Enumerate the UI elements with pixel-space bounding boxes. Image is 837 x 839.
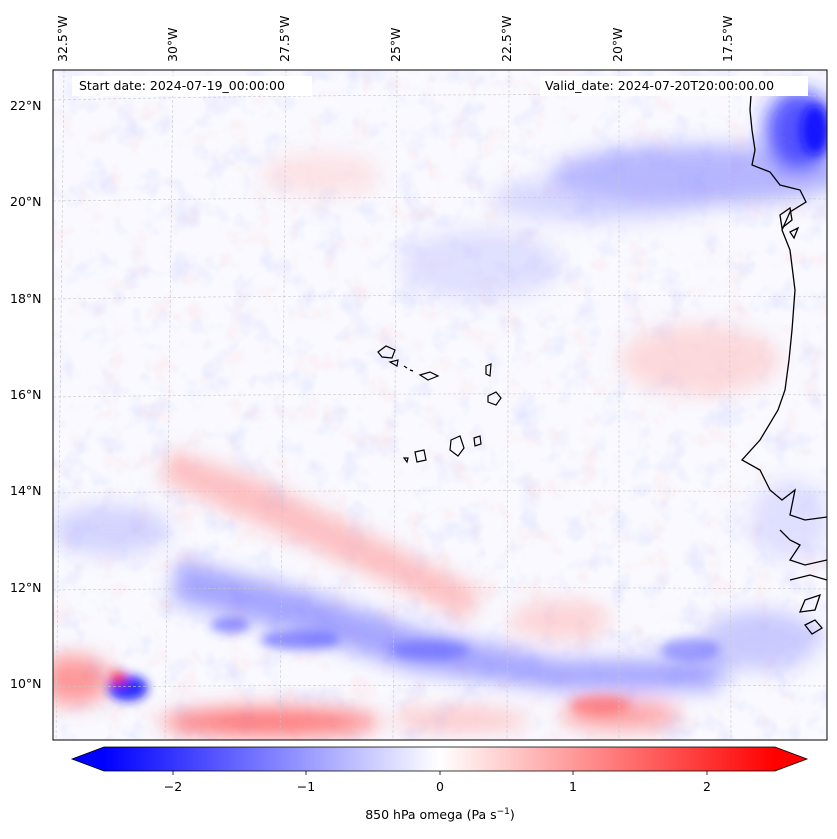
lon-label: 25°W xyxy=(388,27,403,62)
cape-verde-islands xyxy=(377,345,502,464)
colorbar xyxy=(70,746,809,775)
map-panel xyxy=(53,70,827,740)
lat-label: 16°N xyxy=(10,387,42,402)
start-date-box xyxy=(72,76,312,96)
gridlines xyxy=(53,70,827,740)
colorbar-tick-label: 2 xyxy=(703,779,711,794)
colorbar-label-sup: −1 xyxy=(496,807,510,817)
lon-label: 27.5°W xyxy=(277,15,292,62)
map-border xyxy=(52,69,828,741)
omega-field-detail xyxy=(108,105,827,715)
lon-label: 32.5°W xyxy=(55,15,70,62)
lat-label: 14°N xyxy=(10,483,42,498)
lat-label: 10°N xyxy=(10,676,42,691)
colorbar-label-end: ) xyxy=(509,807,515,823)
colorbar-extend-high xyxy=(775,747,807,771)
colorbar-extend-low xyxy=(72,747,104,771)
valid-date-label: Valid_date: 2024-07-20T20:00:00.00 xyxy=(545,78,775,93)
colorbar-tick-label: −1 xyxy=(296,779,316,794)
lon-label: 22.5°W xyxy=(499,15,514,62)
lat-label: 12°N xyxy=(10,580,42,595)
colorbar-tick-marks xyxy=(172,771,708,775)
colorbar-label-text: 850 hPa omega (Pa s xyxy=(365,807,497,823)
colorbar-ramp xyxy=(104,747,775,771)
lat-label: 20°N xyxy=(10,194,42,209)
colorbar-outline xyxy=(70,746,809,772)
coastline xyxy=(740,79,827,635)
colorbar-tick-label: −2 xyxy=(163,779,183,794)
colorbar-tick-label: 1 xyxy=(569,779,577,794)
lon-label: 17.5°W xyxy=(720,15,735,62)
lon-label: 20°W xyxy=(610,27,625,62)
valid-date-box xyxy=(540,76,808,96)
start-date-label: Start date: 2024-07-19_00:00:00 xyxy=(79,78,285,93)
lat-label: 22°N xyxy=(10,98,42,113)
colorbar-tick-label: 0 xyxy=(436,779,444,794)
lon-label: 30°W xyxy=(165,27,180,62)
omega-field xyxy=(53,90,827,736)
colorbar-label: 850 hPa omega (Pa s−1) xyxy=(340,807,540,822)
lat-label: 18°N xyxy=(10,291,42,306)
